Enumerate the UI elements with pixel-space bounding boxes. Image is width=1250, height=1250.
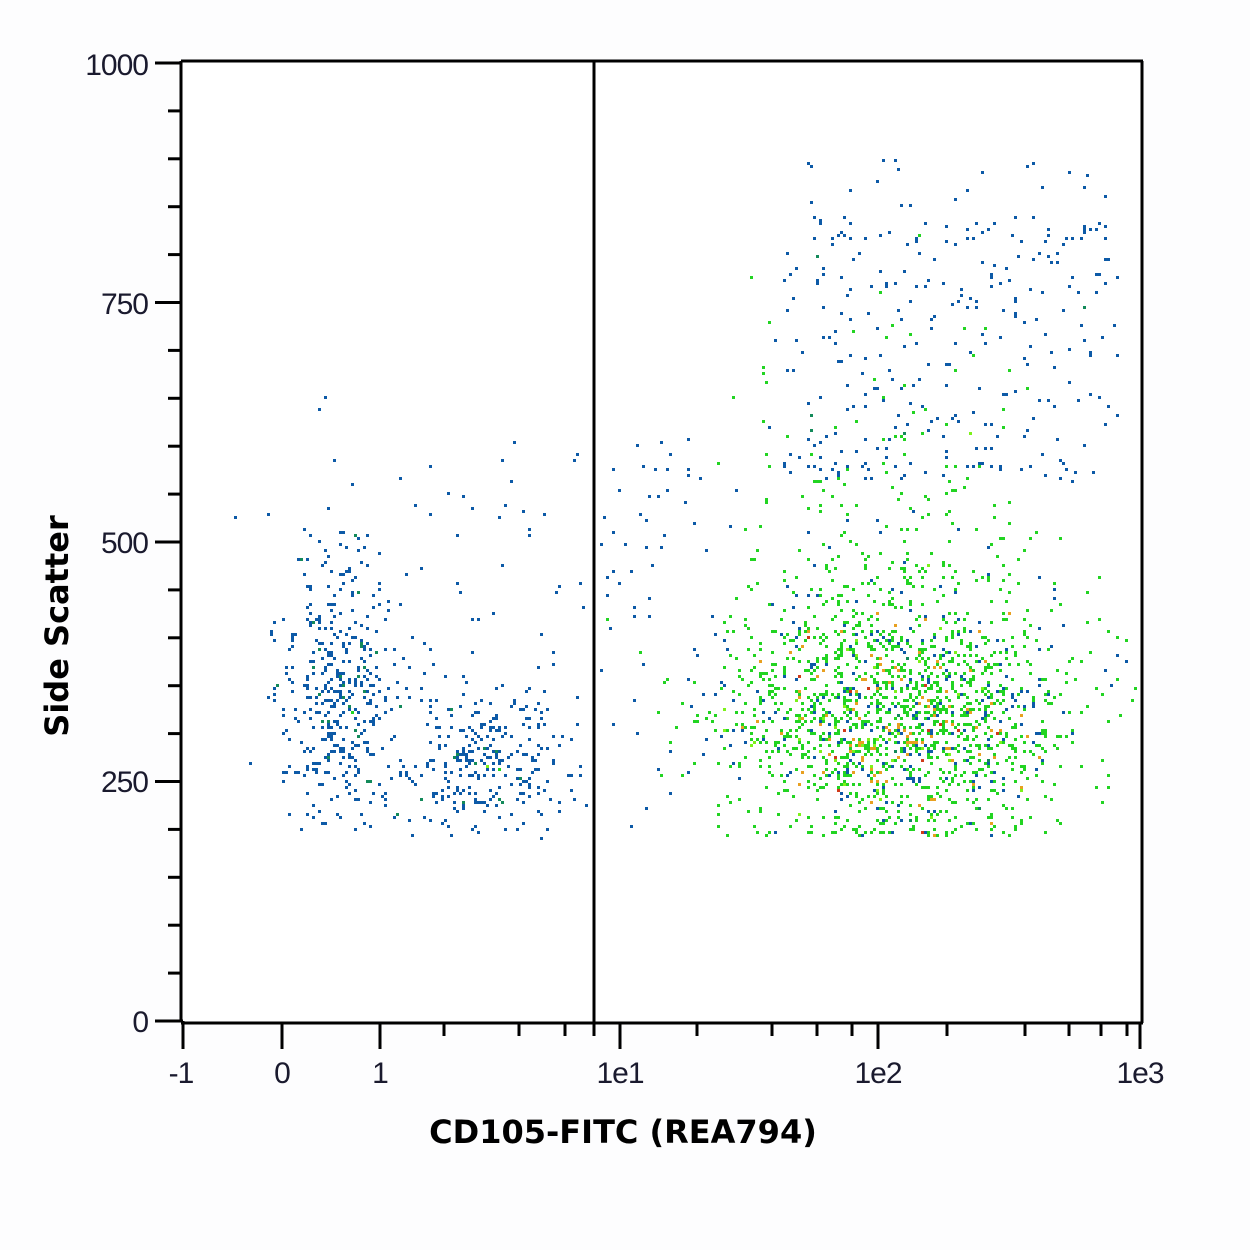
event-dots bbox=[234, 159, 1137, 840]
x-tick-label: 1e1 bbox=[596, 1057, 643, 1090]
x-tick-label: 0 bbox=[274, 1057, 290, 1090]
x-axis-title: CD105-FITC (REA794) bbox=[429, 1113, 817, 1151]
x-tick-label: -1 bbox=[169, 1057, 194, 1090]
x-tick-label: 1 bbox=[372, 1057, 388, 1090]
y-axis-title: Side Scatter bbox=[38, 515, 76, 737]
plot-area bbox=[181, 61, 1142, 1021]
y-tick-label: 0 bbox=[132, 1006, 148, 1039]
y-tick-label: 750 bbox=[101, 288, 148, 321]
x-tick-labels: -1 0 1 1e1 1e2 1e3 bbox=[169, 1057, 1165, 1090]
x-tick-label: 1e3 bbox=[1116, 1057, 1163, 1090]
x-axis bbox=[160, 1019, 1143, 1049]
y-tick-label: 250 bbox=[101, 766, 148, 799]
y-tick-label: 500 bbox=[101, 527, 148, 560]
y-tick-labels: 1000 750 500 250 0 bbox=[85, 49, 149, 1039]
x-tick-label: 1e2 bbox=[854, 1057, 901, 1090]
y-tick-label: 1000 bbox=[85, 49, 148, 82]
